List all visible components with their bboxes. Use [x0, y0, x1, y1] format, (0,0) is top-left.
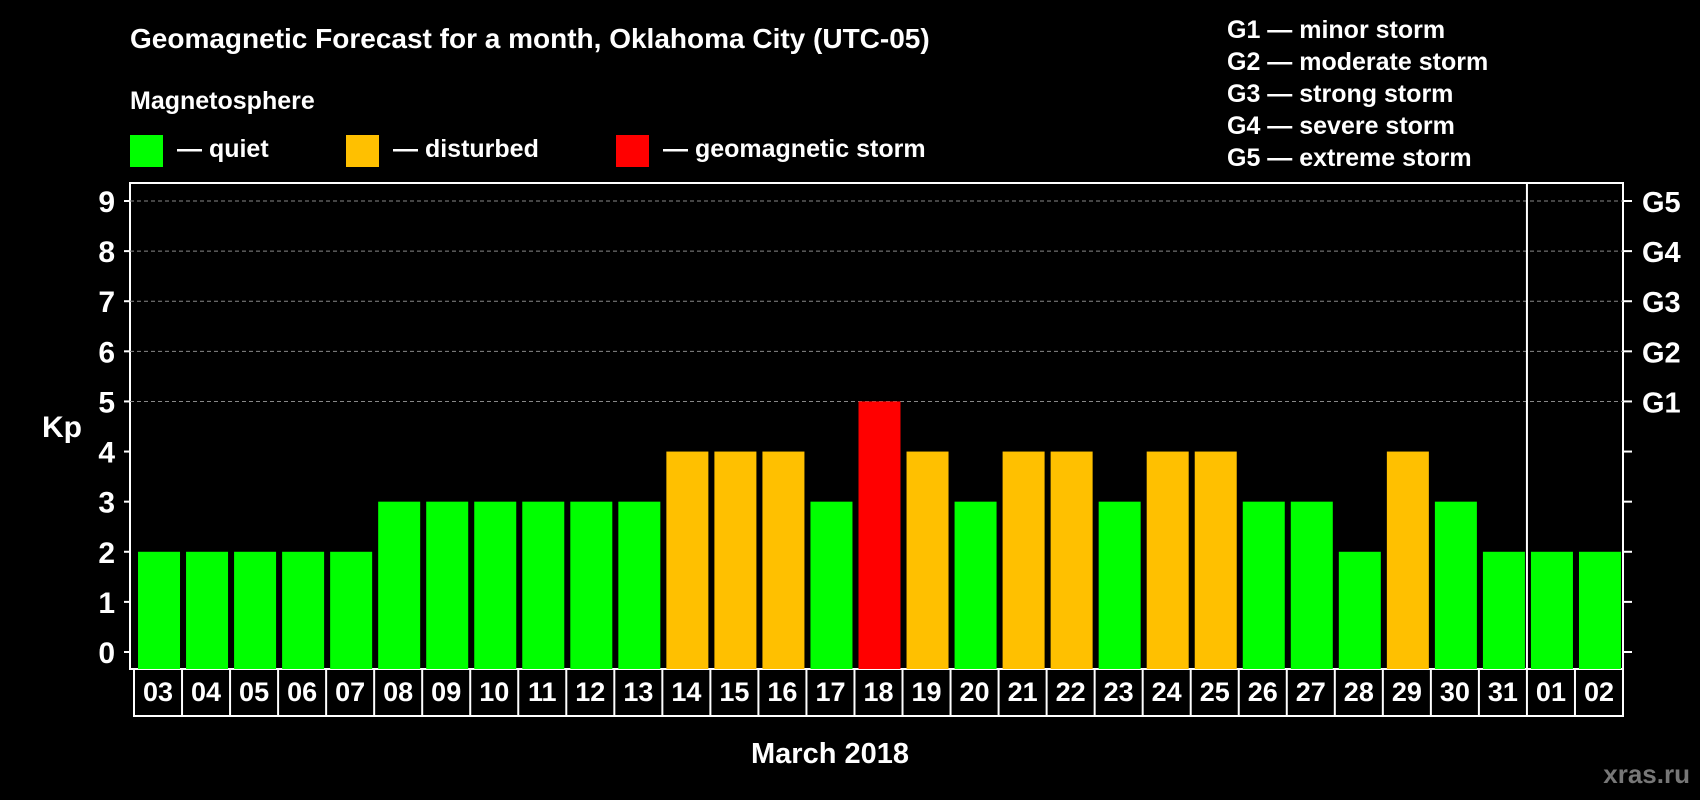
x-tick-label-31: 31 — [1488, 677, 1518, 707]
storm-scale-item-3: G4 — severe storm — [1227, 112, 1455, 140]
bar-08 — [378, 501, 421, 669]
bar-02 — [1578, 551, 1621, 669]
bar-27 — [1290, 501, 1333, 669]
x-tick-label-29: 29 — [1392, 677, 1422, 707]
bar-12 — [570, 501, 613, 669]
x-tick-label-01: 01 — [1536, 677, 1566, 707]
bar-13 — [618, 501, 661, 669]
right-axis-label-G4: G4 — [1642, 237, 1681, 269]
bar-06 — [282, 551, 325, 669]
right-axis-label-G5: G5 — [1642, 187, 1681, 219]
storm-scale-item-0: G1 — minor storm — [1227, 16, 1445, 44]
bar-11 — [522, 501, 565, 669]
bar-03 — [138, 551, 181, 669]
y-tick-label-2: 2 — [98, 537, 115, 570]
bar-05 — [234, 551, 277, 669]
x-tick-label-06: 06 — [287, 677, 317, 707]
x-tick-label-17: 17 — [815, 677, 845, 707]
x-tick-label-28: 28 — [1344, 677, 1374, 707]
x-tick-label-12: 12 — [575, 677, 605, 707]
legend-swatch-0 — [130, 135, 163, 167]
x-tick-label-22: 22 — [1056, 677, 1086, 707]
x-tick-label-19: 19 — [912, 677, 942, 707]
x-tick-label-20: 20 — [960, 677, 990, 707]
x-tick-label-11: 11 — [528, 677, 557, 707]
legend-title: Magnetosphere — [130, 87, 315, 115]
legend-swatch-1 — [346, 135, 379, 167]
legend-label-2: — geomagnetic storm — [663, 135, 926, 163]
bar-31 — [1482, 551, 1525, 669]
bar-28 — [1338, 551, 1381, 669]
storm-scale-item-4: G5 — extreme storm — [1227, 144, 1472, 172]
x-tick-label-05: 05 — [239, 677, 269, 707]
bar-18 — [858, 401, 901, 669]
x-tick-label-08: 08 — [383, 677, 413, 707]
x-tick-label-04: 04 — [191, 677, 221, 707]
y-axis-label: Kp — [42, 411, 82, 444]
legend-label-1: — disturbed — [393, 135, 539, 163]
y-tick-label-3: 3 — [98, 487, 115, 520]
legend-label-0: — quiet — [177, 135, 269, 163]
legend-swatch-2 — [616, 135, 649, 167]
x-tick-label-07: 07 — [335, 677, 365, 707]
x-tick-label-25: 25 — [1200, 677, 1230, 707]
right-axis-label-G1: G1 — [1642, 387, 1681, 419]
right-axis-label-G3: G3 — [1642, 287, 1681, 319]
right-axis-label-G2: G2 — [1642, 337, 1681, 369]
y-tick-label-0: 0 — [98, 637, 115, 670]
x-tick-label-27: 27 — [1296, 677, 1326, 707]
x-tick-label-24: 24 — [1152, 677, 1182, 707]
y-tick-label-1: 1 — [98, 587, 115, 620]
bar-09 — [426, 501, 469, 669]
x-tick-label-10: 10 — [479, 677, 509, 707]
x-tick-label-26: 26 — [1248, 677, 1278, 707]
bar-04 — [186, 551, 229, 669]
bar-30 — [1434, 501, 1477, 669]
x-tick-label-09: 09 — [431, 677, 461, 707]
y-tick-label-9: 9 — [98, 186, 115, 219]
storm-scale-item-1: G2 — moderate storm — [1227, 48, 1488, 76]
bar-26 — [1242, 501, 1285, 669]
bar-10 — [474, 501, 517, 669]
y-tick-label-4: 4 — [98, 437, 115, 470]
x-tick-label-23: 23 — [1104, 677, 1134, 707]
bar-01 — [1530, 551, 1573, 669]
bar-20 — [954, 501, 997, 669]
bar-17 — [810, 501, 853, 669]
x-tick-label-03: 03 — [143, 677, 173, 707]
legend: — quiet — disturbed — geomagnetic storm — [130, 135, 926, 167]
bar-16 — [762, 451, 805, 669]
bar-25 — [1194, 451, 1237, 669]
x-tick-label-14: 14 — [671, 677, 701, 707]
x-tick-label-30: 30 — [1440, 677, 1470, 707]
chart-title: Geomagnetic Forecast for a month, Oklaho… — [130, 23, 930, 54]
bar-14 — [666, 451, 709, 669]
bar-29 — [1386, 451, 1429, 669]
bar-15 — [714, 451, 757, 669]
y-tick-label-7: 7 — [98, 286, 115, 319]
bar-23 — [1098, 501, 1141, 669]
x-tick-label-02: 02 — [1584, 677, 1614, 707]
x-tick-label-13: 13 — [623, 677, 653, 707]
bar-07 — [330, 551, 373, 669]
x-tick-label-15: 15 — [719, 677, 749, 707]
storm-scale-item-2: G3 — strong storm — [1227, 80, 1453, 108]
y-tick-label-8: 8 — [98, 236, 115, 269]
storm-scale-legend: G1 — minor storm G2 — moderate storm G3 — … — [1227, 16, 1488, 172]
bar-21 — [1002, 451, 1045, 669]
y-tick-label-6: 6 — [98, 336, 115, 369]
watermark: xras.ru — [1603, 759, 1690, 789]
y-tick-label-5: 5 — [98, 386, 115, 419]
bar-19 — [906, 451, 949, 669]
x-tick-label-16: 16 — [767, 677, 797, 707]
bar-24 — [1146, 451, 1189, 669]
x-axis-label: March 2018 — [751, 738, 909, 770]
x-tick-label-21: 21 — [1008, 677, 1038, 707]
bar-22 — [1050, 451, 1093, 669]
x-tick-label-18: 18 — [863, 677, 893, 707]
